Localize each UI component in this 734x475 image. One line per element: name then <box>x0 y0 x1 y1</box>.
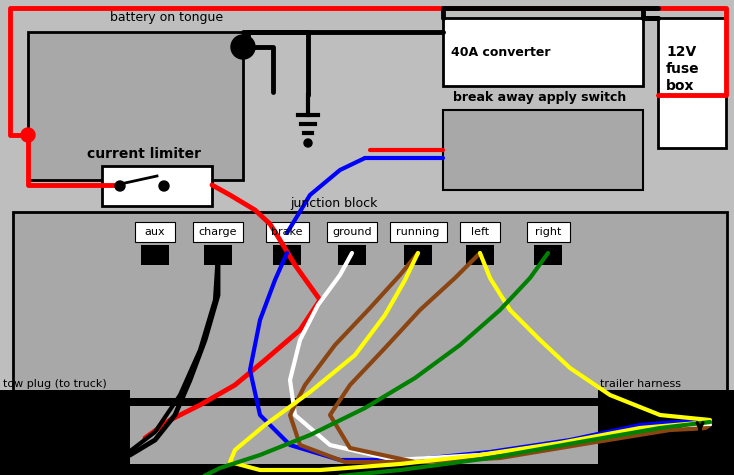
Text: ground: ground <box>333 227 372 237</box>
Bar <box>204 245 232 265</box>
Circle shape <box>231 35 255 59</box>
Bar <box>658 18 726 148</box>
Bar <box>0 390 130 475</box>
Bar <box>443 18 643 86</box>
Text: trailer harness: trailer harness <box>600 379 681 389</box>
Bar <box>13 212 727 462</box>
Bar <box>404 245 432 265</box>
Bar <box>13 406 721 464</box>
Text: box: box <box>666 79 694 93</box>
Circle shape <box>115 181 125 191</box>
Bar <box>0 398 734 475</box>
Text: current limiter: current limiter <box>87 147 201 161</box>
Text: right: right <box>535 227 562 237</box>
Text: battery on tongue: battery on tongue <box>110 11 223 24</box>
Text: break away apply switch: break away apply switch <box>453 91 626 104</box>
Text: tow plug (to truck): tow plug (to truck) <box>3 379 106 389</box>
Bar <box>460 222 500 242</box>
Bar <box>534 245 562 265</box>
Bar <box>598 390 734 475</box>
Text: left: left <box>471 227 489 237</box>
Bar <box>327 222 377 242</box>
Text: 40A converter: 40A converter <box>451 46 550 59</box>
Bar <box>193 222 243 242</box>
Text: junction block: junction block <box>290 197 377 210</box>
Text: charge: charge <box>199 227 237 237</box>
Bar <box>135 222 175 242</box>
Circle shape <box>304 139 312 147</box>
Circle shape <box>159 181 169 191</box>
Text: aux: aux <box>145 227 165 237</box>
Bar <box>273 245 301 265</box>
Text: brake: brake <box>272 227 302 237</box>
Bar <box>28 32 243 180</box>
Bar <box>141 245 169 265</box>
Text: fuse: fuse <box>666 62 700 76</box>
Bar <box>443 110 643 190</box>
Bar <box>466 245 494 265</box>
Bar <box>338 245 366 265</box>
Bar <box>266 222 309 242</box>
Bar <box>527 222 570 242</box>
Bar <box>102 166 212 206</box>
Circle shape <box>21 128 35 142</box>
Text: running: running <box>396 227 440 237</box>
Bar <box>390 222 447 242</box>
Text: 12V: 12V <box>666 45 697 59</box>
